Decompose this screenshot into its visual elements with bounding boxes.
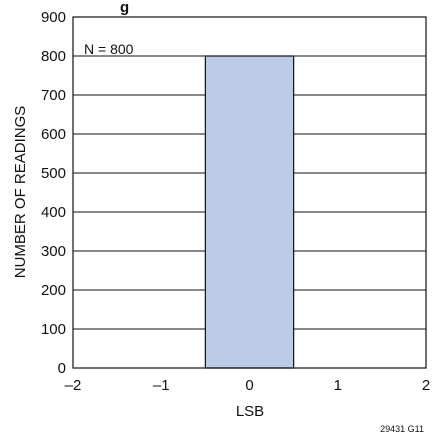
y-tick-label: 900 — [41, 9, 66, 26]
y-tick-label: 700 — [41, 87, 66, 104]
x-tick-label: 1 — [334, 377, 342, 394]
y-tick-label: 400 — [41, 204, 66, 221]
y-tick-label: 300 — [41, 243, 66, 260]
y-tick-labels: 0 100 200 300 400 500 600 700 800 900 — [41, 9, 66, 377]
y-tick-label: 800 — [41, 48, 66, 65]
histogram-bar — [204, 55, 295, 369]
chart-title-fragment: g — [120, 0, 129, 16]
x-tick-label: 2 — [422, 377, 430, 394]
y-tick-label: 0 — [58, 360, 66, 377]
x-tick-label: 0 — [245, 377, 253, 394]
y-tick-label: 100 — [41, 321, 66, 338]
y-axis-title: NUMBER OF READINGS — [12, 106, 29, 279]
x-axis-title: LSB — [236, 403, 264, 420]
bars-layer — [204, 55, 295, 369]
plot-frame — [72, 16, 427, 369]
figure-id: 29431 G11 — [380, 424, 424, 434]
y-tick-label: 200 — [41, 282, 66, 299]
x-tick-label: –2 — [65, 377, 82, 394]
sample-count-annotation: N = 800 — [84, 41, 134, 57]
x-tick-labels: –2 –1 0 1 2 — [65, 377, 431, 394]
y-tick-label: 500 — [41, 165, 66, 182]
x-tick-label: –1 — [153, 377, 170, 394]
y-tick-label: 600 — [41, 126, 66, 143]
